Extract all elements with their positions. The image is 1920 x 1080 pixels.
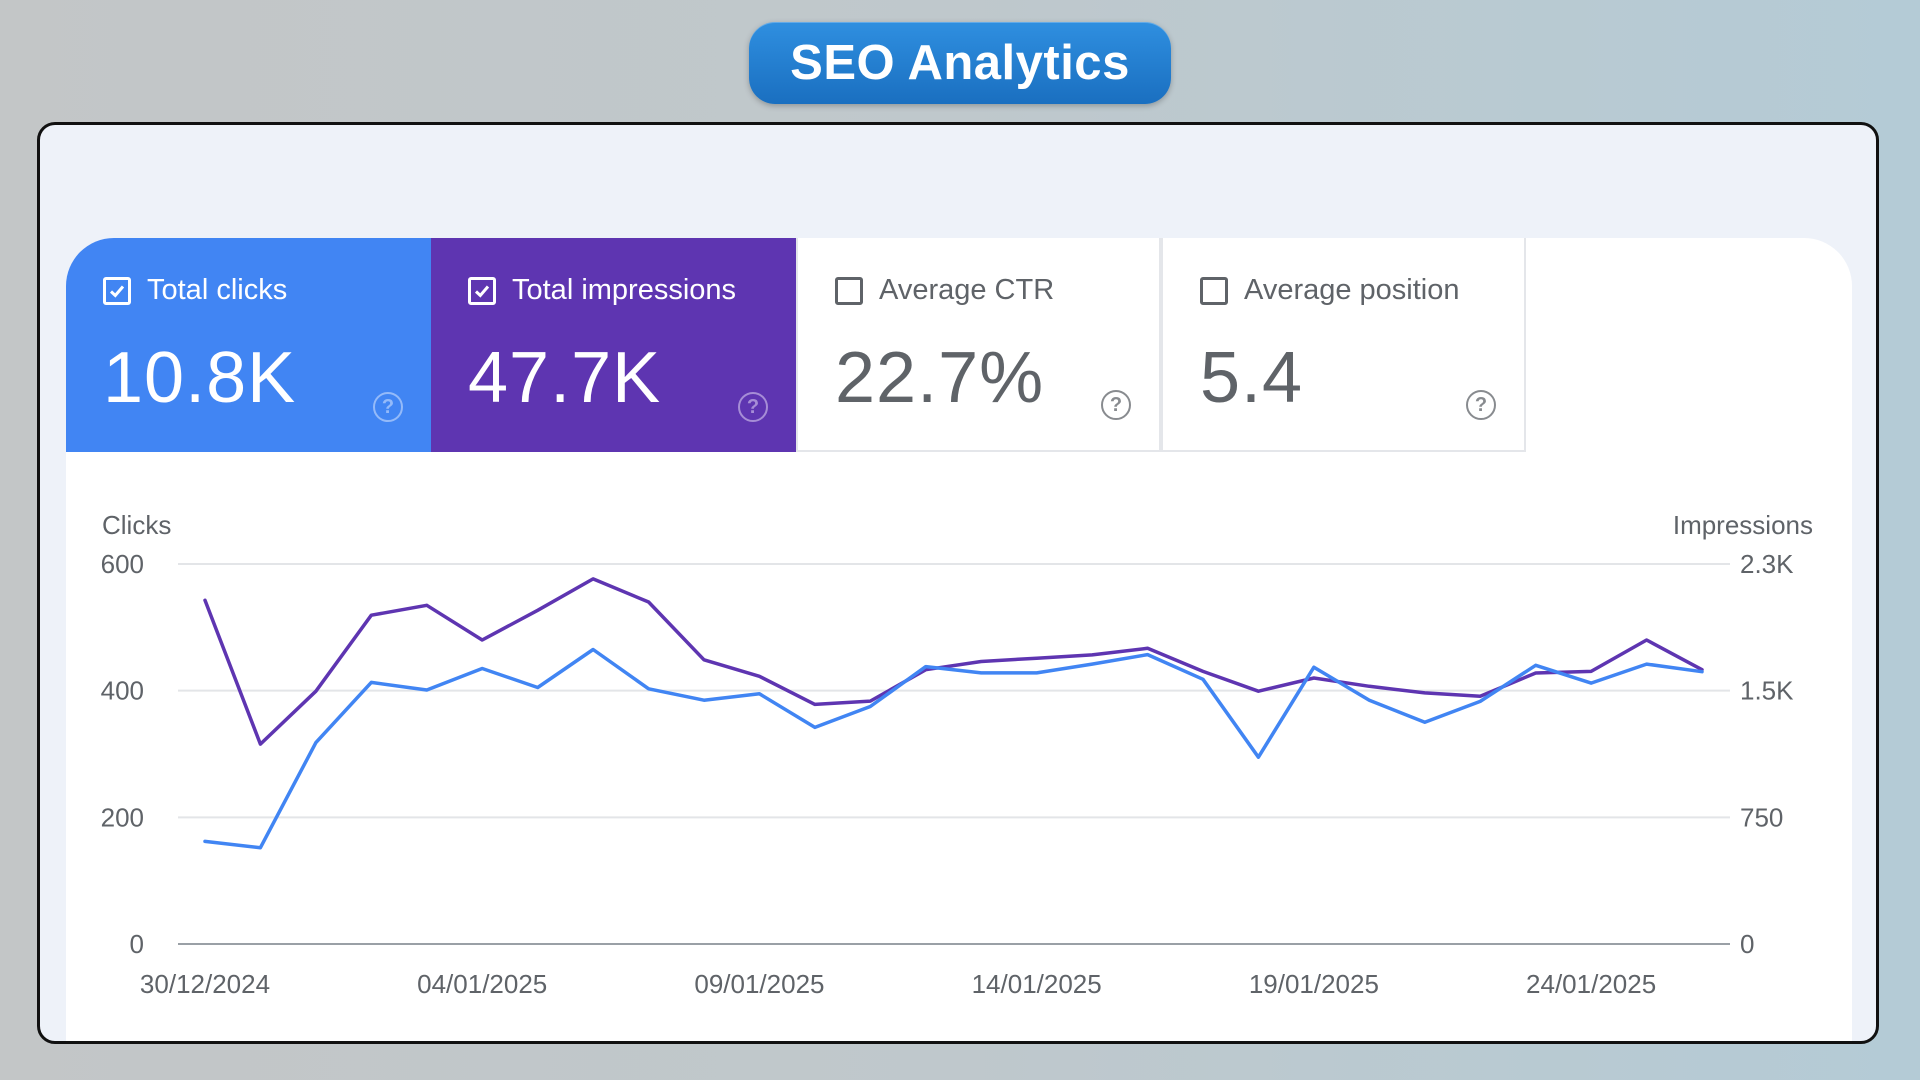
x-tick-label: 19/01/2025 [1249,969,1379,999]
right-tick-label: 750 [1740,802,1783,832]
checkbox-unchecked-icon[interactable] [1200,276,1228,305]
x-tick-label: 04/01/2025 [417,969,547,999]
x-tick-label: 14/01/2025 [972,969,1102,999]
dashboard-frame: Total clicks 10.8K ? Total impressions 4… [37,122,1879,1044]
right-tick-label: 0 [1740,929,1754,959]
metric-label: Average CTR [879,274,1055,306]
performance-chart[interactable]: 0 200 400 600 0 750 1.5K 2.3K Clicks Impressions 3… [66,452,1852,1044]
left-tick-label: 200 [101,802,144,832]
series-line-clicks [203,647,1704,850]
metric-value: 22.7% [835,338,1045,418]
metric-card-total-impressions[interactable]: Total impressions 47.7K ? [431,238,796,452]
metric-value: 5.4 [1200,338,1304,418]
left-tick-label: 600 [101,549,144,579]
x-tick-label: 09/01/2025 [694,969,824,999]
metric-label: Total impressions [512,274,737,306]
checkbox-checked-icon[interactable] [468,276,496,305]
right-tick-label: 1.5K [1740,676,1794,706]
page-title: SEO Analytics [749,22,1171,104]
checkbox-checked-icon[interactable] [103,276,131,305]
help-icon[interactable]: ? [373,392,403,422]
right-tick-label: 2.3K [1740,549,1794,579]
metric-label: Total clicks [147,274,288,306]
left-tick-label: 0 [130,929,144,959]
metric-value: 10.8K [103,338,297,418]
metric-card-total-clicks[interactable]: Total clicks 10.8K ? [66,238,431,452]
right-axis-title: Impressions [1673,510,1813,540]
series-line-impressions [203,577,1704,746]
left-axis-title: Clicks [102,510,171,540]
help-icon[interactable]: ? [1101,390,1131,420]
metric-card-average-ctr[interactable]: Average CTR 22.7% ? [796,238,1161,452]
left-tick-label: 400 [101,676,144,706]
metric-value: 47.7K [468,338,662,418]
help-icon[interactable]: ? [1466,390,1496,420]
performance-panel: Total clicks 10.8K ? Total impressions 4… [66,238,1852,1044]
metric-card-average-position[interactable]: Average position 5.4 ? [1161,238,1526,452]
checkbox-unchecked-icon[interactable] [835,276,863,305]
metric-cards: Total clicks 10.8K ? Total impressions 4… [66,238,1526,452]
x-tick-label: 30/12/2024 [140,969,270,999]
metric-label: Average position [1244,274,1460,306]
help-icon[interactable]: ? [738,392,768,422]
x-tick-label: 24/01/2025 [1526,969,1656,999]
